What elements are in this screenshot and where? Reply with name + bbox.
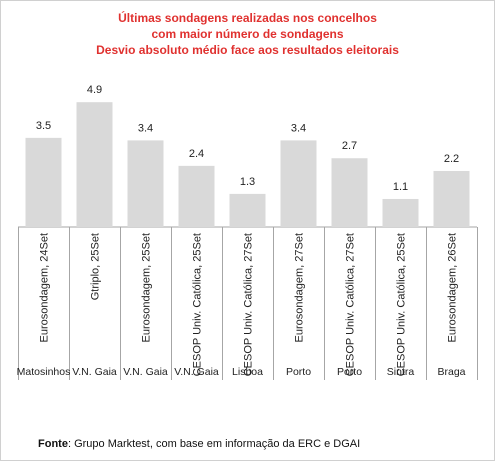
bar: [280, 140, 317, 227]
value-label: 4.9: [87, 84, 102, 96]
place-label: Porto: [286, 366, 311, 378]
poll-label: Eurosondagem, 25Set: [141, 233, 153, 342]
title-line-3: Desvio absoluto médio face aos resultado…: [96, 43, 399, 57]
source-text: : Grupo Marktest, com base em informação…: [67, 438, 361, 450]
place-label: Lisboa: [232, 366, 263, 378]
poll-label: CESOP Univ. Católica, 27Set: [345, 233, 357, 376]
poll-label: Gtriplo, 25Set: [90, 233, 102, 300]
poll-label: Eurosondagem, 24Set: [39, 233, 51, 342]
value-label: 2.2: [444, 153, 459, 165]
value-label: 3.4: [291, 122, 306, 134]
place-label: Porto: [337, 366, 362, 378]
source-label: Fonte: [38, 438, 68, 450]
value-label: 1.1: [393, 181, 408, 193]
poll-label: Eurosondagem, 26Set: [447, 233, 459, 342]
poll-label: CESOP Univ. Católica, 27Set: [243, 233, 255, 376]
title-line-1: Últimas sondagens realizadas nos concelh…: [118, 11, 377, 25]
value-label: 3.5: [36, 120, 51, 132]
place-label: V.N. Gaia: [123, 366, 168, 378]
bar: [433, 170, 470, 227]
bar: [25, 137, 62, 227]
place-label: V.N. Gaia: [174, 366, 219, 378]
bar: [382, 198, 419, 227]
bar: [229, 193, 266, 227]
place-label: Matosinhos: [17, 366, 71, 378]
bar: [76, 102, 113, 227]
value-label: 2.7: [342, 140, 357, 152]
place-label: Sintra: [387, 366, 415, 378]
value-label: 3.4: [138, 122, 153, 134]
place-label: Braga: [437, 366, 465, 378]
chart-title: Últimas sondagens realizadas nos concelh…: [0, 10, 495, 58]
value-label: 2.4: [189, 148, 204, 160]
value-label: 1.3: [240, 176, 255, 188]
bar: [178, 165, 215, 227]
poll-label: CESOP Univ. Católica, 25Set: [396, 233, 408, 376]
source-note: Fonte: Grupo Marktest, com base em infor…: [38, 438, 360, 450]
place-label: V.N. Gaia: [72, 366, 117, 378]
bar: [127, 140, 164, 227]
title-line-2: com maior número de sondagens: [151, 27, 344, 41]
poll-label: Eurosondagem, 27Set: [294, 233, 306, 342]
bar: [331, 158, 368, 227]
poll-label: CESOP Univ. Católica, 25Set: [192, 233, 204, 376]
